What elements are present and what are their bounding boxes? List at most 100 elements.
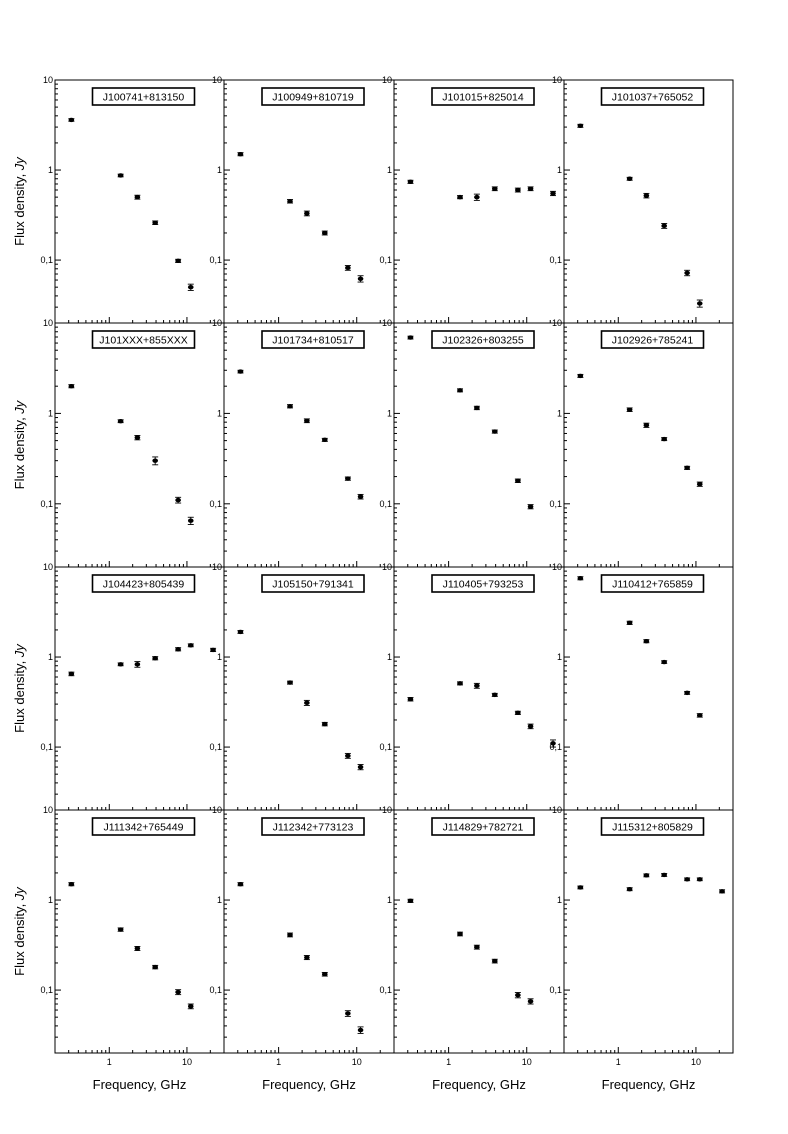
y-tick-label: 0,1 xyxy=(549,255,562,265)
source-label-box xyxy=(600,87,705,106)
data-point xyxy=(134,435,141,440)
y-tick-label: 0,1 xyxy=(379,742,392,752)
y-tick-label: 10 xyxy=(382,318,392,328)
data-point xyxy=(491,958,498,964)
data-point xyxy=(134,946,141,951)
y-axis-title: Flux density, Jy xyxy=(12,156,27,246)
data-point xyxy=(643,423,650,428)
x-tick-label: 1 xyxy=(107,1057,112,1067)
source-label-box xyxy=(91,330,196,349)
y-axis-title: Flux density, Jy xyxy=(12,643,27,733)
data-point xyxy=(321,230,328,236)
source-label-box xyxy=(91,87,196,106)
source-label: J100949+810719 xyxy=(272,92,354,104)
source-label: J104423+805439 xyxy=(103,579,185,591)
data-point xyxy=(626,620,633,626)
data-point xyxy=(187,1004,194,1009)
source-label-box xyxy=(600,330,705,349)
panel-frame xyxy=(223,566,395,811)
panel-J105150+791341: 0,1 1 10 J105150+791341 xyxy=(209,562,395,811)
data-point xyxy=(684,877,690,882)
source-label-box xyxy=(91,817,196,836)
data-point xyxy=(577,576,584,581)
y-tick-label: 0,1 xyxy=(549,985,562,995)
source-label: J101037+765052 xyxy=(612,92,694,104)
panel-J101037+765052: 0,1 1 10 J101037+765052 xyxy=(549,75,734,324)
panel-frame xyxy=(223,322,395,568)
y-tick-label: 1 xyxy=(387,165,392,175)
data-point xyxy=(527,186,534,191)
data-point xyxy=(237,369,244,374)
y-tick-label: 1 xyxy=(387,652,392,662)
data-point xyxy=(357,1027,364,1033)
data-point xyxy=(457,388,463,393)
source-label: J105150+791341 xyxy=(272,579,354,591)
data-point xyxy=(696,713,703,718)
y-tick-label: 0,1 xyxy=(40,255,53,265)
data-point xyxy=(626,886,633,892)
data-point xyxy=(407,697,414,702)
panel-J110412+765859: 0,1 1 10 J110412+765859 xyxy=(549,562,734,811)
data-point xyxy=(152,220,158,225)
source-label: J101734+810517 xyxy=(272,335,354,347)
panel-frame xyxy=(54,809,225,1054)
panel-frame xyxy=(223,809,395,1054)
y-axis-title-unit: Jy xyxy=(12,156,27,172)
data-point xyxy=(237,629,244,635)
data-point xyxy=(152,458,158,463)
y-tick-label: 10 xyxy=(43,318,53,328)
data-point xyxy=(457,931,463,937)
y-tick-label: 0,1 xyxy=(40,742,53,752)
x-tick-label: 1 xyxy=(276,1057,281,1067)
y-axis-title-text: Flux density, xyxy=(12,900,27,976)
y-tick-label: 0,1 xyxy=(40,985,53,995)
y-tick-label: 10 xyxy=(382,75,392,85)
panel-J101734+810517: 0,1 1 10 J101734+810517 xyxy=(209,318,395,568)
source-label-box xyxy=(600,817,705,836)
y-tick-label: 0,1 xyxy=(209,742,222,752)
y-tick-label: 0,1 xyxy=(209,255,222,265)
data-point xyxy=(696,877,703,882)
panel-J101015+825014: 0,1 1 10 J101015+825014 xyxy=(379,75,565,324)
data-point xyxy=(117,173,124,178)
source-label-box xyxy=(431,330,535,349)
source-label: J111342+765449 xyxy=(104,822,184,834)
data-point xyxy=(474,944,480,950)
source-label: J110405+793253 xyxy=(443,579,524,591)
data-point xyxy=(345,265,351,271)
data-point xyxy=(515,710,521,716)
data-point xyxy=(152,964,158,970)
y-axis-title-unit: Jy xyxy=(12,643,27,659)
y-tick-label: 0,1 xyxy=(209,499,222,509)
y-tick-label: 0,1 xyxy=(40,499,53,509)
data-point xyxy=(515,187,521,193)
y-tick-label: 0,1 xyxy=(379,255,392,265)
data-point xyxy=(287,404,293,409)
y-tick-label: 1 xyxy=(557,652,562,662)
data-point xyxy=(515,992,521,998)
y-tick-label: 10 xyxy=(212,75,222,85)
panel-frame xyxy=(393,322,565,568)
data-point xyxy=(68,383,75,389)
panel-J114829+782721: 0,1 1 10 1 10 J114829+782721 xyxy=(379,805,565,1067)
data-point xyxy=(287,199,293,204)
source-label-box xyxy=(431,574,535,593)
data-point xyxy=(407,335,414,340)
y-tick-label: 10 xyxy=(43,75,53,85)
panel-J101XXX+855XXX: 0,1 1 10 J101XXX+855XXX xyxy=(40,318,225,568)
data-point xyxy=(68,881,75,887)
data-point xyxy=(684,465,690,471)
y-tick-label: 10 xyxy=(552,318,562,328)
panel-frame xyxy=(563,79,734,324)
data-point xyxy=(357,276,364,281)
source-label-box xyxy=(431,87,535,106)
panel-frame xyxy=(393,809,565,1054)
y-tick-label: 1 xyxy=(217,652,222,662)
y-tick-label: 1 xyxy=(48,165,53,175)
data-point xyxy=(187,518,194,523)
data-point xyxy=(321,721,328,727)
y-axis-title: Flux density, Jy xyxy=(12,399,27,489)
y-tick-label: 10 xyxy=(552,805,562,815)
data-point xyxy=(68,117,75,123)
y-tick-label: 10 xyxy=(212,805,222,815)
